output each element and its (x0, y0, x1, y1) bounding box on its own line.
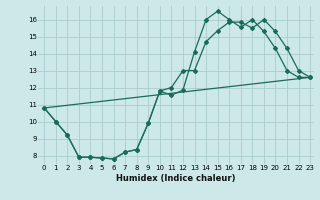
X-axis label: Humidex (Indice chaleur): Humidex (Indice chaleur) (116, 174, 236, 183)
